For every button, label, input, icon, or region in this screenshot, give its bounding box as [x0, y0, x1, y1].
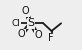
- Text: F: F: [48, 33, 54, 43]
- Text: O: O: [34, 30, 42, 40]
- Text: S: S: [27, 18, 34, 28]
- Text: Cl: Cl: [12, 19, 20, 28]
- Text: O: O: [22, 6, 29, 16]
- Text: O: O: [18, 29, 25, 39]
